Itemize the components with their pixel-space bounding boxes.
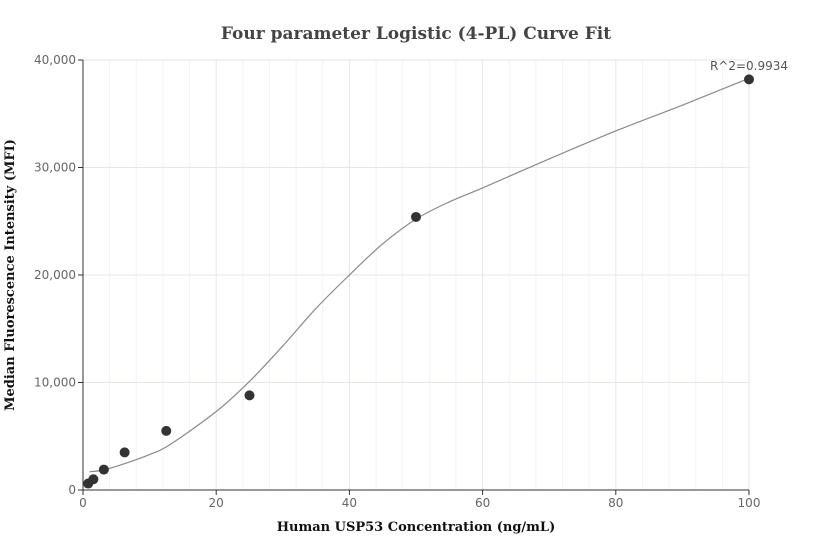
y-axis-label: Median Fluorescence Intensity (MFI) [3, 139, 18, 411]
tick-labels: 0 20 40 60 80 100 0 10,000 20,000 30,000 40,000 [34, 53, 760, 510]
x-tick-label: 0 [79, 496, 87, 510]
x-axis-label: Human USP53 Concentration (ng/mL) [277, 520, 555, 535]
x-tick-label: 80 [608, 496, 623, 510]
data-points [83, 74, 754, 489]
x-tick-label: 40 [342, 496, 357, 510]
x-tick-label: 20 [209, 496, 224, 510]
data-point [244, 390, 255, 401]
data-point [411, 211, 421, 222]
fit-curve-line [89, 77, 750, 473]
fit-curve-layer [89, 77, 750, 473]
y-tick-label: 10,000 [34, 376, 76, 390]
data-point [88, 474, 99, 485]
data-point [744, 74, 754, 85]
y-tick-label: 40,000 [34, 53, 76, 67]
chart-title: Four parameter Logistic (4-PL) Curve Fit [221, 24, 611, 44]
y-tick-label: 20,000 [34, 268, 76, 282]
x-tick-label: 100 [738, 496, 761, 510]
r-squared-annotation: R^2=0.9934 [710, 59, 788, 73]
grid [82, 59, 750, 491]
y-tick-label: 0 [68, 483, 76, 497]
x-tick-label: 60 [475, 496, 490, 510]
data-point [119, 447, 130, 458]
y-tick-label: 30,000 [34, 161, 76, 175]
data-point [98, 464, 109, 475]
axes [78, 59, 750, 495]
data-point [161, 425, 172, 436]
